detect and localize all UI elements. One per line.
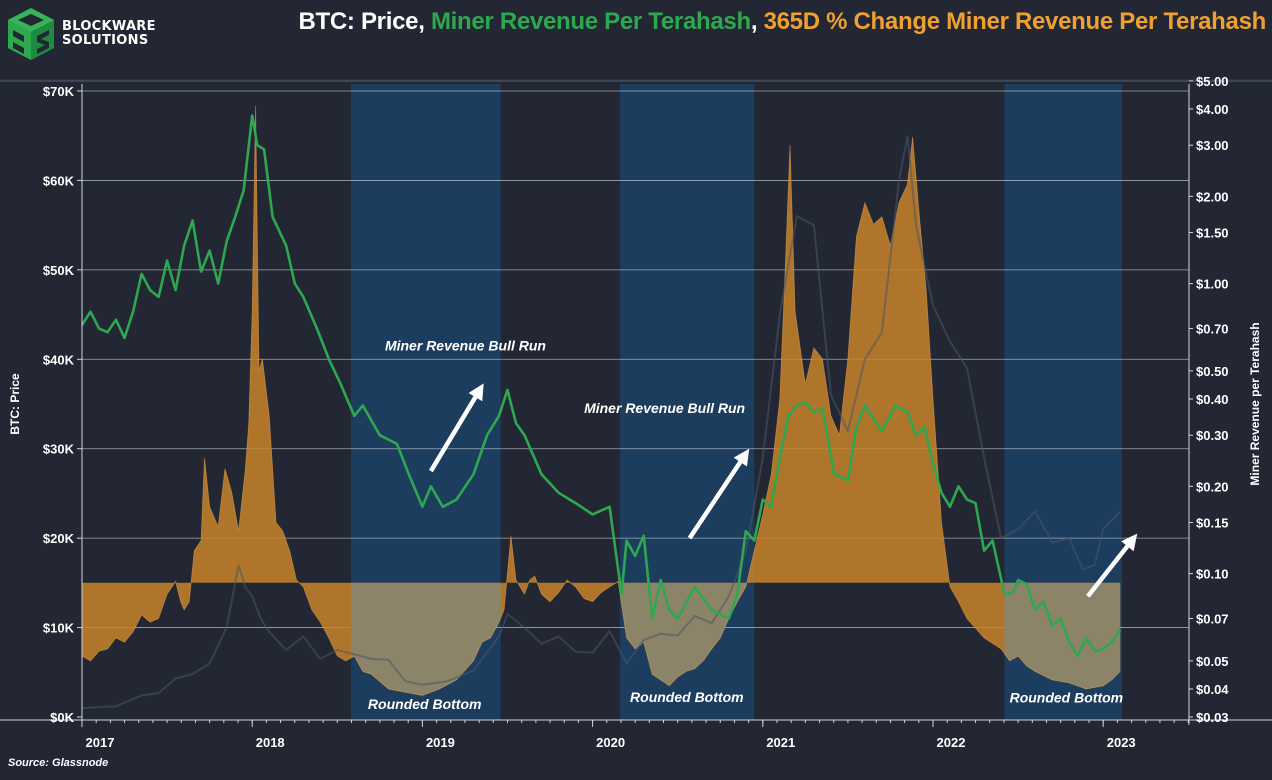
x-tick-label: 2019 <box>426 735 455 750</box>
y2-tick-label: $1.50 <box>1196 226 1229 241</box>
chart-title: BTC: Price, Miner Revenue Per Terahash, … <box>298 8 1266 36</box>
y-tick-label: $60K <box>43 173 75 188</box>
x-tick-label: 2021 <box>766 735 795 750</box>
y2-tick-label: $2.00 <box>1196 189 1229 204</box>
title-part-pct-change: 365D % Change Miner Revenue Per Terahash <box>763 8 1267 35</box>
y2-tick-label: $0.50 <box>1196 364 1229 379</box>
y2-tick-label: $3.00 <box>1196 138 1229 153</box>
y2-tick-label: $0.30 <box>1196 428 1229 443</box>
y-tick-label: $0K <box>50 710 74 725</box>
brand-name-line1: BLOCKWARE <box>62 19 156 34</box>
miner-revenue-series <box>80 114 1122 658</box>
x-tick-label: 2017 <box>86 735 115 750</box>
annotation-label: Rounded Bottom <box>368 696 482 712</box>
arrow-icon <box>428 383 484 473</box>
x-tick-label: 2018 <box>256 735 285 750</box>
btc-price-line <box>81 135 1121 710</box>
y-tick-label: $40K <box>43 352 75 367</box>
y-tick-label: $10K <box>43 621 75 636</box>
y2-tick-label: $1.00 <box>1196 277 1229 292</box>
y2-tick-label: $5.00 <box>1196 74 1229 89</box>
annotation-label: Miner Revenue Bull Run <box>584 400 745 416</box>
annotation-label: Rounded Bottom <box>630 689 744 705</box>
pct-change-outline <box>81 105 1121 696</box>
arrow-head <box>468 383 484 402</box>
y2-tick-label: $0.05 <box>1196 654 1229 669</box>
y-tick-label: $70K <box>43 84 75 99</box>
arrow-head <box>733 448 750 467</box>
pct-change-area-positive <box>174 105 950 583</box>
y2-axis-title: Miner Revenue per Terahash <box>1248 322 1262 485</box>
x-tick-label: 2022 <box>937 735 966 750</box>
btc-price-series <box>81 135 1121 710</box>
header-divider <box>0 79 1272 81</box>
title-part-miner-revenue: Miner Revenue Per Terahash <box>430 8 751 35</box>
arrow-shaft <box>428 395 478 473</box>
annotation-label: Miner Revenue Bull Run <box>385 337 546 353</box>
y2-tick-label: $0.70 <box>1196 322 1229 337</box>
miner-revenue-line <box>80 114 1122 658</box>
y2-tick-label: $4.00 <box>1196 102 1229 117</box>
y2-tick-label: $0.15 <box>1196 516 1229 531</box>
arrow-shaft <box>687 460 743 540</box>
y2-tick-label: $0.07 <box>1196 612 1229 627</box>
arrow-icon <box>687 448 750 540</box>
source-note: Source: Glassnode <box>8 757 109 769</box>
y2-tick-label: $0.40 <box>1196 392 1229 407</box>
y2-tick-label: $0.20 <box>1196 479 1229 494</box>
arrow-shaft <box>1086 544 1130 598</box>
pct-change-area-band <box>350 582 501 696</box>
pct-change-area-negative <box>82 582 1121 696</box>
x-tick-label: 2020 <box>596 735 625 750</box>
annotations: Miner Revenue Bull Run Miner Revenue Bull… <box>368 337 1138 712</box>
pct-change-area-band <box>1004 582 1121 689</box>
arrow-icon <box>1086 533 1138 598</box>
title-separator: , <box>750 8 764 35</box>
arrow-head <box>1121 533 1138 552</box>
annotation-label: Rounded Bottom <box>1010 690 1124 706</box>
title-part-price: BTC: Price <box>298 8 419 35</box>
title-separator: , <box>418 8 431 35</box>
y2-tick-label: $0.10 <box>1196 567 1229 582</box>
y2-tick-label: $0.04 <box>1196 682 1229 697</box>
y-tick-label: $20K <box>43 531 75 546</box>
brand-name-line2: SOLUTIONS <box>62 33 149 48</box>
y2-tick-label: $0.03 <box>1196 710 1229 725</box>
blockware-logo-icon <box>8 8 54 60</box>
y-tick-label: $30K <box>43 442 75 457</box>
x-tick-label: 2023 <box>1107 735 1136 750</box>
header: BLOCKWARE SOLUTIONS BTC: Price, Miner Re… <box>0 0 1272 82</box>
brand-name: BLOCKWARE SOLUTIONS <box>62 20 156 48</box>
y-axis-title: BTC: Price <box>8 373 22 435</box>
y-tick-label: $50K <box>43 263 75 278</box>
axes: $0K $10K $20K $30K $40K $50K $60K $70K $0.03 $0.0… <box>0 74 1272 750</box>
